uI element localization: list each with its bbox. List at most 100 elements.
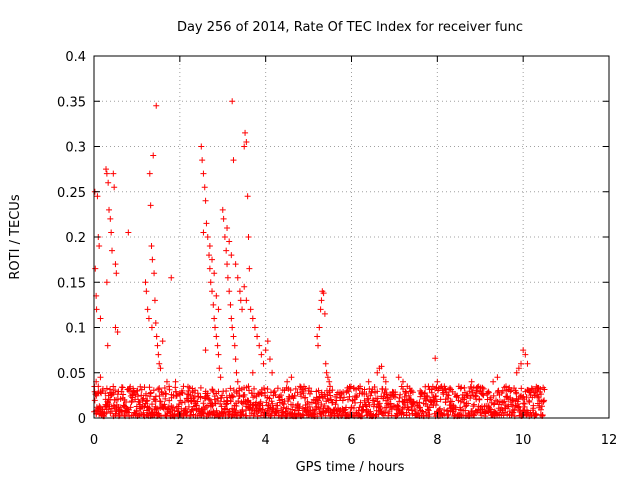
data-point xyxy=(231,342,238,349)
data-point xyxy=(107,215,114,222)
data-point xyxy=(227,301,234,308)
data-point xyxy=(142,279,149,286)
data-point xyxy=(503,383,509,390)
data-point xyxy=(266,356,273,363)
data-point xyxy=(419,408,426,415)
data-point xyxy=(518,385,525,392)
data-point xyxy=(480,385,487,392)
x-tick-label: 10 xyxy=(515,433,532,448)
x-tick-label: 4 xyxy=(262,433,270,448)
data-point xyxy=(401,393,408,400)
data-point xyxy=(297,383,303,390)
data-point xyxy=(538,403,545,410)
data-point xyxy=(298,393,305,400)
data-point xyxy=(213,333,220,340)
data-points xyxy=(91,98,548,420)
data-point xyxy=(352,399,359,406)
data-point xyxy=(185,387,192,394)
data-point xyxy=(219,392,226,399)
data-point xyxy=(315,342,322,349)
data-point xyxy=(229,324,236,331)
x-tick-label: 12 xyxy=(601,433,618,448)
data-point xyxy=(472,392,479,399)
data-point xyxy=(417,387,424,394)
data-point xyxy=(540,398,547,405)
data-point xyxy=(437,384,444,391)
data-point xyxy=(244,193,251,200)
data-point xyxy=(416,404,423,411)
data-point xyxy=(249,315,256,322)
data-point xyxy=(234,274,241,281)
data-point xyxy=(477,387,484,394)
data-point xyxy=(200,170,207,177)
data-point xyxy=(405,406,412,413)
data-point xyxy=(245,234,252,240)
data-point xyxy=(236,288,243,295)
data-point xyxy=(104,342,111,349)
data-point xyxy=(332,401,339,408)
data-point xyxy=(203,220,210,227)
data-point xyxy=(526,399,533,406)
data-point xyxy=(270,405,277,412)
data-point xyxy=(157,398,164,405)
data-point xyxy=(264,385,271,392)
data-point xyxy=(137,383,144,390)
data-point xyxy=(106,401,113,408)
data-point xyxy=(110,170,117,177)
data-point xyxy=(515,365,522,372)
data-point xyxy=(520,400,527,407)
data-point xyxy=(247,306,254,313)
data-point xyxy=(278,392,285,399)
data-point xyxy=(296,403,303,410)
data-point xyxy=(95,383,102,390)
y-tick-label: 0.25 xyxy=(57,186,86,201)
data-point xyxy=(367,408,374,415)
data-point xyxy=(327,383,334,390)
data-point xyxy=(161,385,168,392)
data-point xyxy=(490,378,497,385)
data-point xyxy=(96,243,103,250)
data-point xyxy=(509,396,516,403)
data-point xyxy=(382,386,389,393)
data-point xyxy=(324,374,331,381)
data-point xyxy=(156,385,163,392)
data-point xyxy=(388,412,395,419)
data-point xyxy=(382,409,389,416)
data-point xyxy=(304,400,311,407)
data-point xyxy=(515,403,522,410)
data-point xyxy=(209,256,216,263)
data-point xyxy=(382,378,389,385)
data-point xyxy=(409,389,416,396)
data-point xyxy=(150,387,157,394)
data-point xyxy=(93,306,100,313)
data-point xyxy=(486,406,493,413)
data-point xyxy=(500,399,507,406)
data-point xyxy=(318,401,325,408)
data-point xyxy=(445,392,452,399)
data-point xyxy=(242,129,249,136)
data-point xyxy=(343,404,350,411)
data-point xyxy=(513,390,520,397)
y-axis-label: ROTI / TECUs xyxy=(8,194,23,279)
data-point xyxy=(436,407,443,414)
data-point xyxy=(289,401,296,408)
data-point xyxy=(321,310,328,317)
data-point xyxy=(226,288,233,295)
x-tick-label: 8 xyxy=(433,433,441,448)
data-point xyxy=(465,400,472,407)
data-point xyxy=(322,360,329,367)
data-point xyxy=(103,170,110,177)
data-point xyxy=(245,383,252,390)
data-point xyxy=(485,388,492,395)
data-point xyxy=(262,347,269,354)
data-point xyxy=(194,390,201,397)
data-point xyxy=(230,157,237,164)
data-point xyxy=(99,387,106,394)
data-point xyxy=(237,297,244,304)
data-point xyxy=(185,397,192,404)
data-point xyxy=(168,274,175,281)
data-point xyxy=(408,407,415,414)
data-point xyxy=(380,374,387,381)
data-point xyxy=(152,319,159,326)
x-tick-label: 6 xyxy=(347,433,355,448)
